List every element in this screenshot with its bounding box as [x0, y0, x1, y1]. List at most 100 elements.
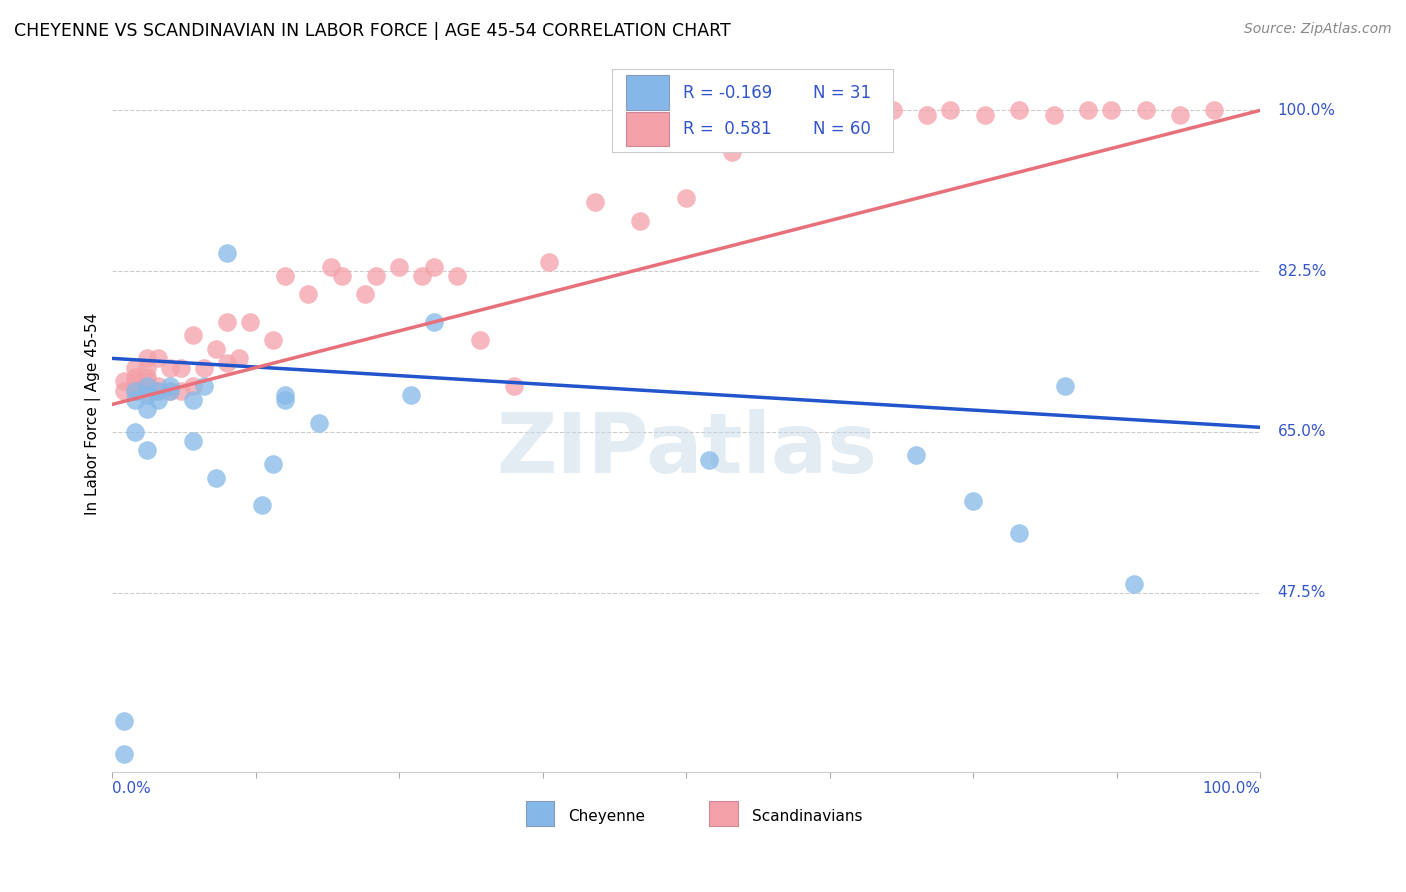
Text: 100.0%: 100.0% — [1202, 781, 1260, 797]
Point — [148, 392, 170, 407]
Point — [148, 351, 170, 366]
Point — [181, 379, 204, 393]
Point — [204, 471, 226, 485]
Point — [262, 333, 284, 347]
Point — [135, 388, 157, 402]
Point — [1008, 103, 1031, 118]
Point — [217, 245, 239, 260]
Point — [1123, 576, 1146, 591]
Point — [135, 375, 157, 389]
Point — [193, 360, 215, 375]
Point — [973, 108, 995, 122]
Point — [423, 315, 446, 329]
Text: CHEYENNE VS SCANDINAVIAN IN LABOR FORCE | AGE 45-54 CORRELATION CHART: CHEYENNE VS SCANDINAVIAN IN LABOR FORCE … — [14, 22, 731, 40]
Text: R =  0.581: R = 0.581 — [683, 120, 772, 138]
Point — [939, 103, 962, 118]
Point — [262, 457, 284, 471]
Point — [124, 392, 146, 407]
Text: 100.0%: 100.0% — [1278, 103, 1336, 118]
Point — [755, 131, 778, 145]
Point — [159, 360, 181, 375]
Text: Source: ZipAtlas.com: Source: ZipAtlas.com — [1244, 22, 1392, 37]
Text: 47.5%: 47.5% — [1278, 585, 1326, 600]
Point — [124, 384, 146, 398]
Point — [148, 379, 170, 393]
Point — [1168, 108, 1191, 122]
Point — [228, 351, 250, 366]
Point — [159, 384, 181, 398]
Point — [135, 379, 157, 393]
Text: R = -0.169: R = -0.169 — [683, 84, 772, 102]
Point — [148, 384, 170, 398]
Point — [135, 443, 157, 458]
Point — [170, 384, 193, 398]
Text: N = 60: N = 60 — [813, 120, 870, 138]
Point — [124, 360, 146, 375]
Point — [675, 191, 697, 205]
Point — [468, 333, 491, 347]
Point — [537, 255, 560, 269]
Point — [181, 392, 204, 407]
Text: Scandinavians: Scandinavians — [752, 809, 862, 824]
FancyBboxPatch shape — [626, 112, 669, 146]
Point — [1204, 103, 1226, 118]
Point — [848, 108, 870, 122]
Point — [204, 343, 226, 357]
Point — [388, 260, 411, 274]
Point — [917, 108, 939, 122]
Y-axis label: In Labor Force | Age 45-54: In Labor Force | Age 45-54 — [86, 312, 101, 515]
Text: N = 31: N = 31 — [813, 84, 870, 102]
Point — [135, 369, 157, 384]
Point — [905, 448, 928, 462]
Point — [135, 360, 157, 375]
Point — [699, 452, 721, 467]
Point — [124, 375, 146, 389]
Point — [112, 747, 135, 761]
Point — [630, 213, 652, 227]
Point — [124, 384, 146, 398]
FancyBboxPatch shape — [710, 801, 738, 826]
Point — [112, 375, 135, 389]
Point — [354, 287, 377, 301]
Point — [135, 384, 157, 398]
Text: Cheyenne: Cheyenne — [568, 809, 645, 824]
Point — [1099, 103, 1122, 118]
Point — [193, 379, 215, 393]
Point — [181, 434, 204, 449]
Point — [273, 388, 295, 402]
Point — [135, 401, 157, 416]
Point — [1077, 103, 1099, 118]
Text: 65.0%: 65.0% — [1278, 425, 1326, 440]
Point — [217, 315, 239, 329]
Point — [1008, 526, 1031, 541]
Point — [583, 195, 606, 210]
Point — [721, 145, 744, 159]
FancyBboxPatch shape — [626, 75, 669, 110]
Point — [124, 425, 146, 439]
Point — [124, 369, 146, 384]
Point — [503, 379, 526, 393]
Point — [1042, 108, 1064, 122]
Point — [250, 499, 273, 513]
Point — [273, 392, 295, 407]
Point — [159, 379, 181, 393]
Point — [273, 268, 295, 283]
Point — [1054, 379, 1077, 393]
Point — [135, 351, 157, 366]
Text: ZIPatlas: ZIPatlas — [496, 409, 877, 490]
Point — [882, 103, 904, 118]
Point — [962, 494, 984, 508]
Point — [217, 356, 239, 370]
Point — [366, 268, 388, 283]
Point — [239, 315, 262, 329]
Point — [181, 328, 204, 343]
FancyBboxPatch shape — [612, 70, 893, 152]
Point — [399, 388, 422, 402]
Point — [112, 384, 135, 398]
Point — [319, 260, 342, 274]
Point — [790, 117, 813, 131]
FancyBboxPatch shape — [526, 801, 554, 826]
Point — [124, 379, 146, 393]
Point — [159, 384, 181, 398]
Point — [423, 260, 446, 274]
